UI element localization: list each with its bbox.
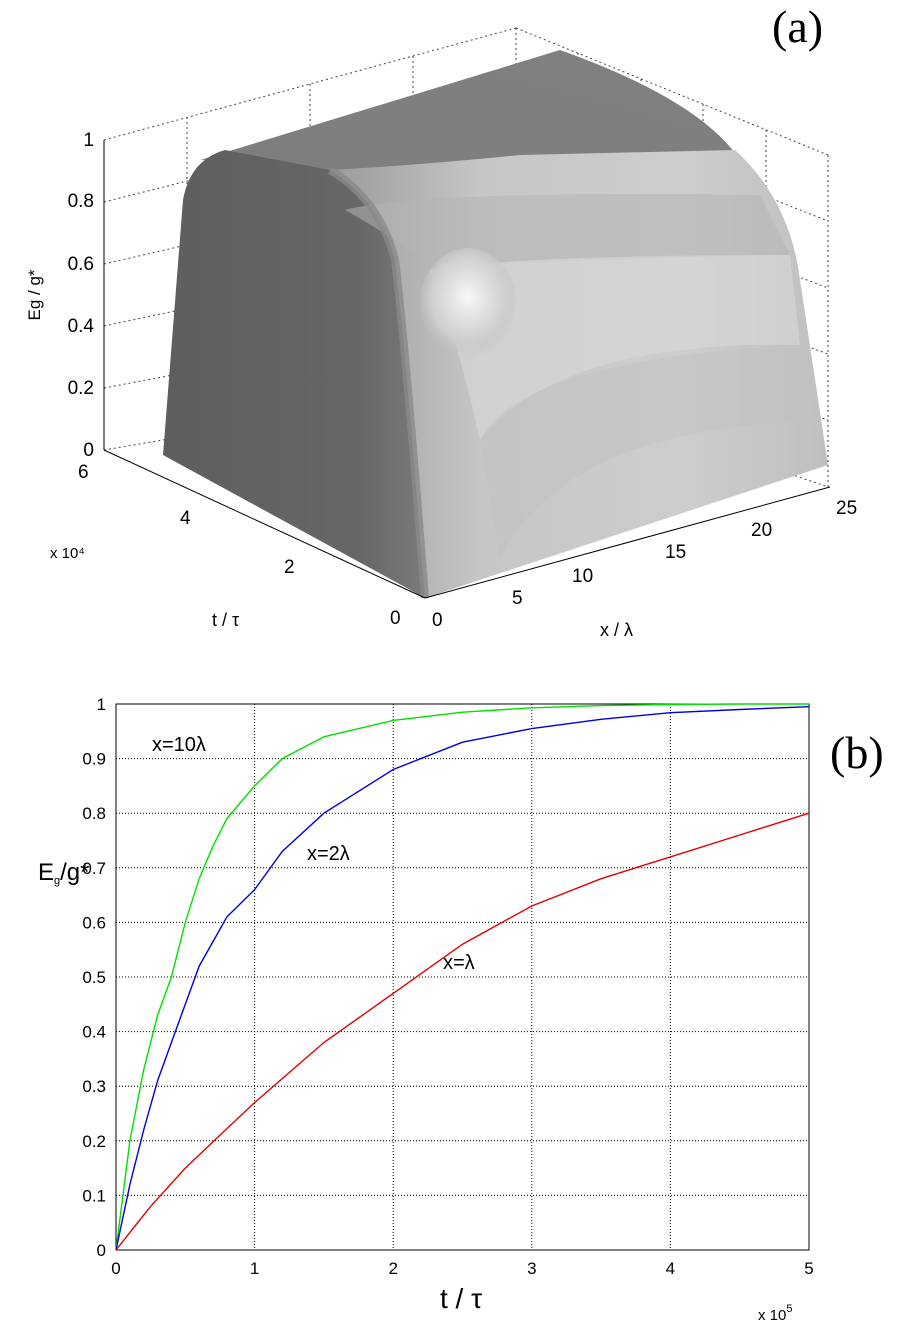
x-tick-label: 3: [527, 1259, 536, 1278]
x-tick-label: 5: [804, 1259, 813, 1278]
contour-band: [480, 345, 815, 560]
series-annotation: x=λ: [443, 952, 475, 974]
x-tick-label: 10: [572, 566, 593, 587]
y-tick-label: 0.6: [82, 913, 106, 932]
x-tick-label: 1: [250, 1259, 259, 1278]
x-tick-label: 2: [388, 1259, 397, 1278]
y-tick-label: 6: [78, 462, 89, 483]
line-chart-b: 0 1 2 3 4 5 0 0.1 0.2 0.3 0.4 0.5 0.6 0.7 0.8 0.9 1 x=10…: [38, 695, 814, 1324]
contour-edge: [327, 166, 429, 599]
z-ticks: 1 0.8 0.6 0.4 0.2 0: [68, 130, 95, 461]
y-tick-label: 0.7: [82, 859, 106, 878]
y-tick-label: 0.4: [82, 1023, 106, 1042]
z-tick-label: 1: [83, 130, 94, 151]
x-multiplier: x 105: [758, 1303, 792, 1324]
surface-bright-spot: [420, 248, 516, 358]
y-tick-label: 2: [284, 557, 295, 578]
y-tick-label: 0.8: [82, 804, 106, 823]
x-tick-label: 20: [751, 520, 772, 541]
series-group: [115, 703, 810, 1251]
svg-text:Eg/g*: Eg/g*: [38, 859, 90, 887]
y-tick-label: 0.3: [82, 1077, 106, 1096]
x-axis-label: t / τ: [440, 1283, 482, 1314]
x-tick-label: 5: [512, 588, 523, 609]
y-tick-label: 1: [97, 695, 106, 714]
y-tick-label: 0.1: [82, 1186, 106, 1205]
grid: [116, 704, 809, 1250]
y-axis-label: Eg/g*: [38, 859, 90, 887]
series-line-2: [115, 812, 810, 1251]
x-ticks: 0 5 10 15 20 25: [432, 498, 857, 631]
y-tick-label: 0.5: [82, 968, 106, 987]
series-line-0: [115, 703, 809, 1251]
series-annotation: x=10λ: [152, 734, 206, 756]
x-tick-label: 0: [111, 1259, 120, 1278]
contour-band: [430, 255, 800, 440]
x-tick-label: 25: [836, 498, 857, 519]
y-tick-label: 0.2: [82, 1132, 106, 1151]
z-tick-label: 0.4: [68, 316, 95, 337]
panel-label-a: (a): [772, 1, 824, 52]
y-axis-label: t / τ: [212, 610, 239, 630]
x-tick-label: 15: [665, 542, 686, 563]
z-tick-label: 0.2: [68, 378, 94, 399]
series-annotation: x=2λ: [307, 843, 350, 865]
surface-front-face: [163, 150, 425, 598]
y-tick-label: 0: [97, 1241, 106, 1260]
axes: [103, 140, 831, 599]
x-axis-label: x / λ: [600, 620, 633, 640]
y-tick-label: 0: [390, 608, 401, 629]
x-tick-label: 0: [432, 610, 443, 631]
z-tick-label: 0.6: [68, 254, 94, 275]
x-tick-label: 4: [666, 1259, 675, 1278]
z-axis-label: Eg / g*: [25, 269, 44, 320]
y-tick-label: 4: [180, 508, 191, 529]
plot-frame: [115, 703, 810, 1251]
series-line-1: [115, 706, 810, 1251]
y-tick-label: 0.9: [82, 750, 106, 769]
z-tick-label: 0: [83, 440, 94, 461]
panel-label-b: (b): [830, 727, 884, 778]
surface-plot-a: 1 0.8 0.6 0.4 0.2 0 6 4 2 0 x 10⁴ 0 5 10…: [25, 27, 857, 640]
y-multiplier: x 10⁴: [50, 545, 85, 562]
y-ticks: 6 4 2 0: [78, 462, 401, 629]
ticks: 0 1 2 3 4 5 0 0.1 0.2 0.3 0.4 0.5 0.6 0.7 0.8 0.9 1: [82, 695, 813, 1278]
z-tick-label: 0.8: [68, 191, 94, 212]
